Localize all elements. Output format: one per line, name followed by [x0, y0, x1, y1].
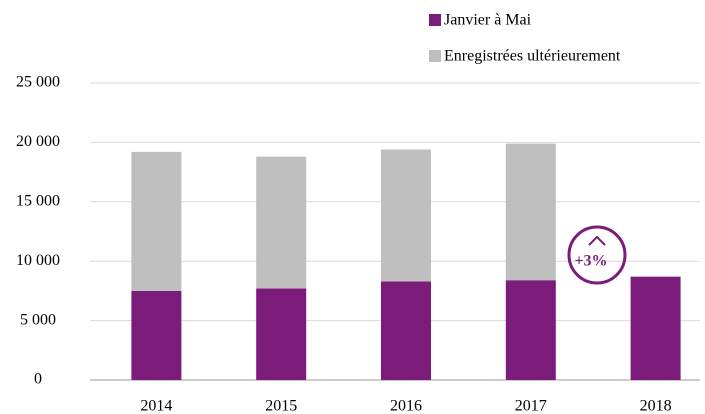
x-tick-label: 2016	[390, 398, 422, 414]
bar-segment	[131, 151, 182, 291]
y-tick-label: 15 000	[16, 192, 60, 209]
bar-segment	[256, 288, 307, 380]
y-tick-label: 0	[34, 371, 42, 388]
y-tick-label: 25 000	[16, 74, 60, 91]
legend-label: Enregistrées ultérieurement	[444, 48, 621, 65]
bar-segment	[630, 276, 681, 380]
y-tick-label: 5 000	[20, 311, 56, 328]
x-tick-label: 2018	[640, 398, 672, 414]
x-tick-label: 2014	[140, 398, 172, 414]
annotation-circle	[567, 225, 627, 285]
x-tick-label: 2015	[265, 398, 297, 414]
legend-swatch	[429, 14, 441, 26]
bar-segment	[505, 280, 556, 380]
bar-segment	[131, 290, 182, 380]
bar-segment	[256, 156, 307, 289]
annotation: +3%	[574, 253, 607, 270]
bar-segment	[505, 143, 556, 281]
bar-segment	[381, 149, 431, 282]
legend-swatch	[429, 50, 441, 62]
annotation-caret	[588, 235, 606, 246]
bar-segment	[381, 281, 431, 380]
y-tick-label: 20 000	[16, 133, 60, 150]
legend-label: Janvier à Mai	[444, 12, 532, 29]
x-tick-label: 2017	[515, 398, 547, 414]
y-tick-label: 10 000	[16, 252, 60, 269]
